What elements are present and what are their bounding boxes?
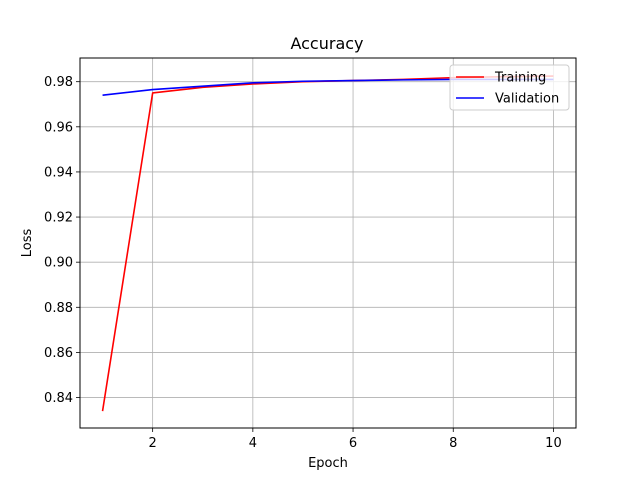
legend: Training Validation: [449, 64, 570, 111]
x-axis-label: Epoch: [308, 456, 348, 471]
series-line-training: [101, 75, 554, 412]
x-tick-label: 10: [545, 436, 562, 451]
y-tick-label: 0.96: [44, 120, 73, 135]
x-tick-label: 6: [349, 436, 357, 451]
y-tick-label: 0.94: [44, 165, 73, 180]
y-axis-ticks: 0.84 0.86 0.88 0.90 0.92 0.94 0.96 0.98: [44, 75, 80, 406]
x-axis-ticks: 2 4 6 8 10: [149, 428, 562, 451]
y-tick-label: 0.86: [44, 346, 73, 361]
y-axis-label: Loss: [20, 229, 35, 258]
x-tick-label: 4: [249, 436, 257, 451]
legend-label-training: Training: [494, 71, 546, 86]
y-tick-label: 0.88: [44, 301, 73, 316]
legend-label-validation: Validation: [495, 92, 559, 107]
plot-frame: [79, 57, 577, 429]
y-tick-label: 0.90: [44, 256, 73, 271]
x-tick-label: 2: [149, 436, 157, 451]
chart-title: Accuracy: [290, 34, 363, 53]
series-lines: [101, 75, 554, 412]
grid: [80, 58, 576, 428]
y-tick-label: 0.92: [44, 211, 73, 226]
x-tick-label: 8: [449, 436, 457, 451]
y-tick-label: 0.98: [44, 75, 73, 90]
y-tick-label: 0.84: [44, 391, 73, 406]
